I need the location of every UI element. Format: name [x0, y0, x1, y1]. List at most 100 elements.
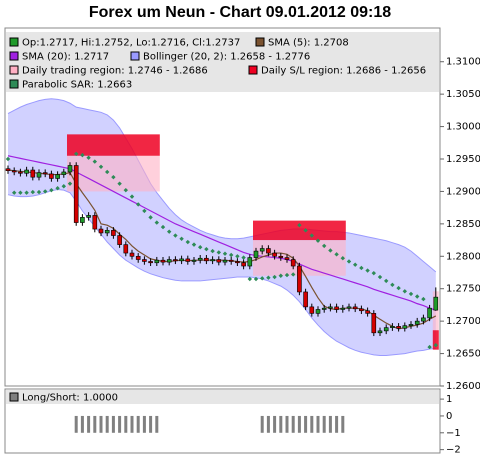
candle-body — [67, 165, 73, 173]
sar-point — [266, 275, 271, 280]
sar-point — [86, 155, 91, 160]
sar-point — [105, 169, 110, 175]
sar-point — [12, 190, 17, 195]
sar-point — [334, 252, 339, 257]
candle-body — [11, 170, 17, 173]
sar-point — [322, 243, 327, 249]
sl-region — [253, 220, 346, 241]
sar-point — [315, 238, 321, 243]
sar-point — [55, 185, 60, 191]
sar-point — [427, 344, 432, 350]
sar-point — [198, 245, 203, 250]
long-short-bar — [80, 415, 84, 433]
long-short-bar — [341, 415, 345, 433]
candle-body — [352, 306, 358, 310]
candle-body — [377, 330, 383, 334]
sar-point — [272, 274, 277, 280]
candle-body — [278, 255, 284, 258]
y-tick-label: 0 — [446, 411, 452, 422]
candle-body — [98, 228, 104, 234]
long-short-bar — [273, 415, 277, 433]
sar-point — [241, 255, 246, 260]
sar-point — [346, 259, 352, 264]
sar-point — [191, 242, 197, 247]
candle-body — [228, 259, 234, 262]
legend-label: Long/Short: 1.0000 — [22, 393, 118, 404]
candle-body — [284, 257, 290, 260]
sar-point — [185, 239, 190, 245]
sar-point — [253, 276, 259, 282]
legend-swatch — [255, 37, 265, 47]
y-tick-label: 1.2700 — [446, 316, 480, 327]
y-tick-label: −1 — [446, 428, 461, 439]
long-short-bar — [124, 415, 128, 433]
sar-point — [142, 208, 147, 214]
candle-body — [49, 173, 54, 179]
candle-body — [24, 169, 29, 174]
candle-body — [309, 306, 315, 314]
candle-body — [173, 259, 178, 262]
legend-label: Op:1.2717, Hi:1.2752, Lo:1.2716, Cl:1.27… — [22, 38, 240, 49]
sar-point — [297, 222, 302, 228]
long-short-bar — [335, 415, 339, 433]
long-short-bar — [149, 415, 153, 433]
sar-point — [359, 265, 364, 271]
candle-body — [421, 317, 426, 322]
sar-point — [123, 187, 128, 193]
candle-body — [253, 250, 259, 258]
sar-point — [291, 272, 296, 277]
long-short-bar — [279, 415, 283, 433]
sar-point — [340, 256, 345, 261]
sar-point — [210, 248, 215, 254]
candle-body — [135, 255, 141, 260]
sar-point — [284, 272, 290, 278]
candle-body — [191, 259, 197, 262]
candle-body — [166, 259, 172, 263]
candle-body — [340, 307, 346, 310]
long-short-bar — [310, 415, 314, 433]
sar-point — [136, 202, 141, 207]
sar-point — [24, 190, 29, 195]
candle-body — [92, 215, 98, 230]
candle-body — [61, 171, 67, 175]
sar-point — [173, 233, 178, 238]
bollinger-line — [7, 188, 436, 357]
candle-body — [117, 235, 122, 245]
sar-point — [303, 228, 308, 233]
main-plot — [5, 98, 439, 357]
candle-body — [402, 325, 408, 329]
candle-body — [414, 320, 420, 325]
legend-swatch — [9, 392, 19, 402]
y-tick-label: 1.3100 — [446, 57, 480, 68]
legend-swatch — [9, 37, 19, 47]
legend-label: Bollinger (20, 2): 1.2658 - 1.2776 — [143, 52, 310, 63]
sar-point — [179, 236, 184, 241]
sar-point — [67, 181, 73, 186]
long-short-bar — [111, 415, 115, 433]
candle-body — [321, 307, 327, 310]
sar-point — [43, 189, 48, 194]
candle-body — [80, 217, 85, 223]
sar-point — [204, 246, 209, 252]
long-short-bar — [87, 415, 91, 433]
y-axis: 1.2600 1.2650 1.2700 1.2750 1.2800 1.2850 1.29… — [440, 57, 480, 392]
legend-swatch — [130, 51, 140, 61]
sar-point — [408, 291, 414, 297]
candle-body — [210, 259, 215, 262]
candle-body — [241, 262, 246, 267]
long-short-bar — [260, 415, 264, 433]
candle-body — [390, 326, 395, 328]
candle-body — [259, 248, 265, 252]
sar-point — [167, 229, 172, 234]
sar-point — [30, 189, 35, 195]
sar-point — [415, 294, 420, 299]
legend-swatch — [9, 51, 19, 61]
sar-point — [80, 152, 85, 158]
long-short-bar — [291, 415, 295, 433]
long-short-bar — [285, 415, 289, 433]
candle-body — [185, 258, 191, 262]
sar-point — [36, 189, 42, 195]
candle-body — [111, 230, 116, 236]
candle-body — [123, 244, 129, 254]
candle-body — [216, 259, 222, 263]
